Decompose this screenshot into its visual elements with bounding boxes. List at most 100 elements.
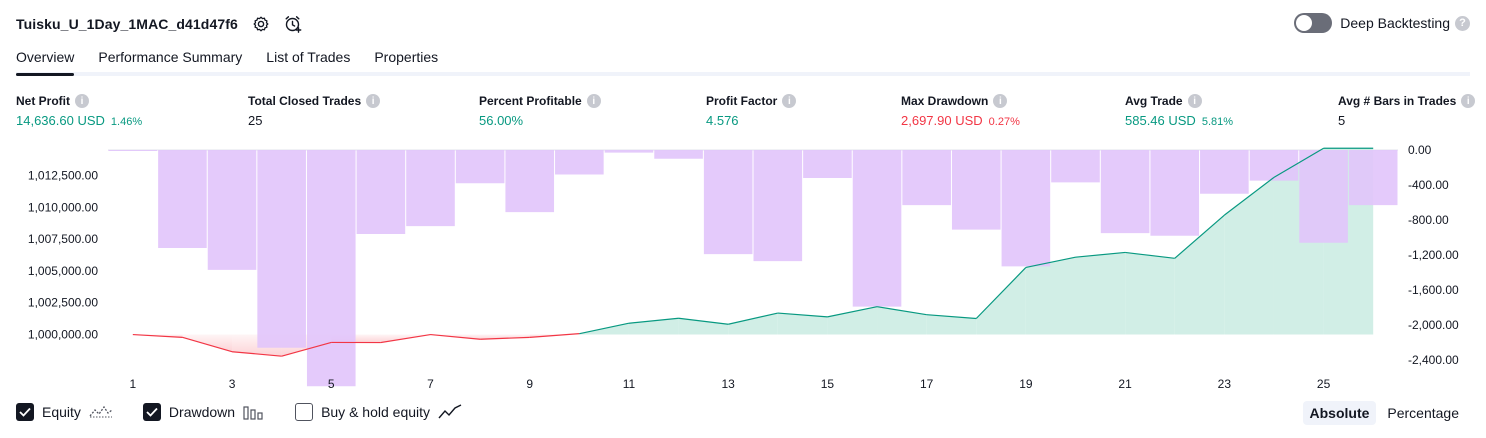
equity-line-segment bbox=[380, 333, 431, 344]
drawdown-bar bbox=[257, 150, 306, 348]
drawdown-bar bbox=[1200, 150, 1249, 194]
percentage-button[interactable]: Percentage bbox=[1387, 405, 1459, 421]
info-icon[interactable]: i bbox=[782, 94, 797, 108]
tab-properties[interactable]: Properties bbox=[374, 49, 439, 65]
equity-line-segment bbox=[430, 333, 481, 340]
equity-area-segment bbox=[976, 267, 1026, 335]
equity-line-segment bbox=[529, 333, 580, 338]
info-icon[interactable]: i bbox=[1461, 94, 1476, 108]
metric-value: 25 bbox=[248, 113, 263, 128]
metric-percent: 5.81% bbox=[1201, 116, 1234, 128]
x-axis-tick-label: 25 bbox=[1317, 377, 1331, 391]
equity-line-segment bbox=[1125, 251, 1175, 259]
equity-line-segment bbox=[1025, 256, 1076, 269]
info-icon[interactable]: i bbox=[75, 94, 89, 108]
strategy-header: Tuisku_U_1Day_1MAC_d41d47f6 bbox=[16, 12, 304, 36]
drawdown-bar bbox=[555, 150, 604, 175]
drawdown-bar bbox=[455, 150, 505, 184]
legend-equity[interactable]: Equity bbox=[16, 403, 113, 421]
tab-list-of-trades[interactable]: List of Trades bbox=[266, 49, 351, 65]
drawdown-bar bbox=[703, 150, 753, 255]
equity-area-segment bbox=[877, 306, 927, 335]
info-icon[interactable]: i bbox=[993, 94, 1008, 108]
x-axis-tick-label: 19 bbox=[1019, 377, 1033, 391]
equity-area-segment bbox=[480, 334, 530, 340]
deep-backtesting-label: Deep Backtesting bbox=[1340, 15, 1450, 31]
buy-hold-line-icon bbox=[438, 404, 462, 420]
metric-percent: 1.46% bbox=[110, 116, 143, 128]
absolute-button[interactable]: Absolute bbox=[1302, 401, 1377, 425]
metric-label: Avg Trade bbox=[1125, 94, 1183, 108]
info-icon[interactable]: i bbox=[366, 94, 381, 108]
equity-area-segment bbox=[926, 314, 977, 335]
metric-label: Percent Profitable bbox=[479, 94, 582, 108]
x-axis-tick-label: 9 bbox=[526, 377, 533, 391]
drawdown-bar bbox=[604, 150, 654, 153]
drawdown-bar bbox=[902, 150, 951, 206]
drawdown-bar bbox=[158, 150, 207, 248]
legend-buy-hold-equity[interactable]: Buy & hold equity bbox=[295, 403, 462, 421]
buy-hold-checkbox[interactable] bbox=[295, 403, 314, 421]
x-axis-tick-label: 11 bbox=[623, 377, 636, 391]
equity-area-segment bbox=[182, 334, 233, 352]
drawdown-bar bbox=[505, 150, 555, 213]
metric-value: 2,697.90 USD bbox=[901, 113, 983, 128]
equity-area-segment bbox=[1025, 257, 1076, 335]
x-axis-tick-label: 23 bbox=[1218, 377, 1232, 391]
deep-backtesting-toggle[interactable] bbox=[1294, 13, 1333, 33]
x-axis-tick-label: 17 bbox=[920, 377, 934, 391]
equity-checkbox[interactable] bbox=[16, 403, 34, 421]
right-axis-tick-label: -2,000.00 bbox=[1408, 318, 1459, 332]
metric-total-closed-trades: Total Closed Trades i 25 bbox=[248, 93, 381, 128]
left-axis-tick-label: 1,002,500.00 bbox=[28, 296, 98, 310]
drawdown-bar bbox=[108, 150, 158, 151]
help-icon[interactable]: ? bbox=[1455, 15, 1470, 31]
metric-label: Max Drawdown bbox=[901, 94, 989, 108]
toggle-knob bbox=[1296, 15, 1313, 31]
drawdown-bar bbox=[1051, 150, 1100, 183]
equity-line-segment bbox=[132, 333, 183, 338]
equity-drawdown-chart[interactable]: 1,000,000.00 1,002,500.00 1,005,000.00 1,00… bbox=[0, 140, 1486, 400]
equity-line-segment bbox=[975, 267, 1027, 319]
equity-area-segment bbox=[678, 318, 729, 335]
settings-icon[interactable] bbox=[250, 13, 272, 35]
tab-overview[interactable]: Overview bbox=[16, 46, 75, 76]
metric-label: Total Closed Trades bbox=[248, 94, 362, 108]
x-axis-tick-label: 21 bbox=[1118, 377, 1132, 391]
metric-avg-bars-in-trades: Avg # Bars in Trades i 5 bbox=[1338, 93, 1476, 128]
alarm-add-icon[interactable] bbox=[282, 13, 304, 35]
equity-line-segment bbox=[876, 306, 927, 316]
right-axis-tick-label: -1,200.00 bbox=[1408, 248, 1459, 262]
info-icon[interactable]: i bbox=[1187, 94, 1202, 108]
metric-profit-factor: Profit Factor i 4.576 bbox=[706, 93, 797, 128]
x-axis-tick-label: 3 bbox=[229, 377, 236, 391]
left-axis-tick-label: 1,005,000.00 bbox=[28, 264, 98, 278]
drawdown-bar bbox=[951, 150, 1001, 230]
info-icon[interactable]: i bbox=[586, 94, 601, 108]
tab-performance-summary[interactable]: Performance Summary bbox=[98, 49, 243, 65]
legend-label: Buy & hold equity bbox=[321, 404, 431, 420]
left-axis-tick-label: 1,000,000.00 bbox=[28, 328, 98, 342]
left-axis-tick-label: 1,007,500.00 bbox=[28, 232, 98, 246]
drawdown-bar bbox=[356, 150, 406, 234]
drawdown-bar bbox=[852, 150, 902, 307]
equity-line-segment bbox=[1223, 176, 1275, 216]
metric-label: Avg # Bars in Trades bbox=[1338, 94, 1457, 108]
right-axis-tick-label: -400.00 bbox=[1408, 178, 1449, 192]
metric-percent-profitable: Percent Profitable i 56.00% bbox=[479, 93, 601, 128]
strategy-name: Tuisku_U_1Day_1MAC_d41d47f6 bbox=[16, 16, 238, 32]
drawdown-bar bbox=[306, 150, 356, 387]
drawdown-checkbox[interactable] bbox=[142, 403, 161, 421]
chart-legend: Equity Drawdown Buy & hold equity bbox=[16, 403, 492, 421]
left-axis-tick-label: 1,010,000.00 bbox=[28, 200, 98, 214]
legend-drawdown[interactable]: Drawdown bbox=[142, 403, 265, 421]
equity-area-segment bbox=[728, 313, 778, 335]
right-axis-tick-label: -800.00 bbox=[1408, 213, 1449, 227]
metric-value: 585.46 USD bbox=[1125, 113, 1196, 128]
equity-area-segment bbox=[132, 334, 183, 338]
drawdown-bar bbox=[406, 150, 455, 227]
equity-line-segment bbox=[1075, 251, 1126, 258]
left-axis-tick-label: 1,012,500.00 bbox=[28, 168, 98, 182]
drawdown-bar bbox=[1100, 150, 1150, 234]
deep-backtesting-control: Deep Backtesting ? bbox=[1294, 13, 1470, 33]
